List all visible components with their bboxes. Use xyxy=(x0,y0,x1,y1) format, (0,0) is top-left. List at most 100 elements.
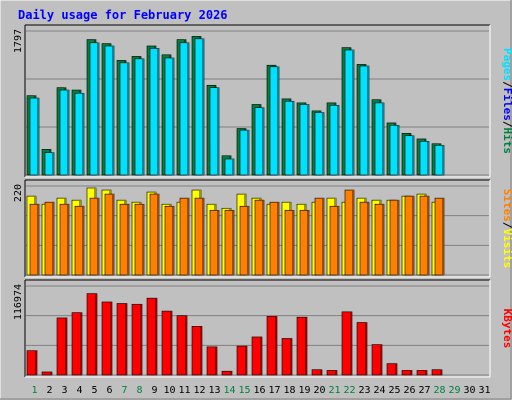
bar-sites-day-25 xyxy=(389,199,400,276)
x-label-day-17: 17 xyxy=(268,385,280,396)
bar-pages-day-9 xyxy=(149,48,160,176)
bar-kbytes-day-5-shade xyxy=(95,293,97,375)
bar-kbytes-day-3-shade xyxy=(65,317,67,375)
x-label-day-1: 1 xyxy=(31,385,37,396)
bar-sites-day-14 xyxy=(224,209,235,276)
legend-item-pages: Pages xyxy=(501,48,512,81)
bar-kbytes-day-15-shade xyxy=(245,346,247,375)
bar-pages-day-3 xyxy=(59,89,70,176)
bar-kbytes-day-2-shade xyxy=(50,371,52,375)
bar-kbytes-day-22-shade xyxy=(350,311,352,375)
y-max-label: 1797 xyxy=(13,29,24,53)
bar-sites-day-26-shade xyxy=(412,196,414,275)
bar-pages-day-12 xyxy=(194,38,205,176)
bar-pages-day-13-shade xyxy=(217,87,219,175)
panel-kbytes: 116974 KBytes xyxy=(13,279,512,378)
bar-kbytes-day-7-shade xyxy=(125,303,127,375)
bar-kbytes-day-23 xyxy=(356,322,368,376)
bar-sites-day-11-shade xyxy=(187,198,189,275)
bar-kbytes-day-16 xyxy=(251,336,263,376)
bar-sites-day-4 xyxy=(74,205,85,276)
bar-pages-day-26-shade xyxy=(412,135,414,175)
bar-pages-day-26 xyxy=(404,135,415,176)
bar-sites-day-13-shade xyxy=(217,210,219,275)
bar-pages-day-5-shade xyxy=(97,42,99,175)
bar-pages-day-11 xyxy=(179,42,190,176)
x-label-day-13: 13 xyxy=(208,385,220,396)
x-label-day-29: 29 xyxy=(448,385,460,396)
legend-separator: / xyxy=(501,121,512,128)
chart-title: Daily usage for February 2026 xyxy=(18,8,228,22)
bar-kbytes-day-20 xyxy=(311,369,323,376)
bar-kbytes-day-27 xyxy=(416,370,428,376)
chart-panels: 1797Pages/Files/Hits220Sites/Visits11697… xyxy=(13,24,512,378)
legend-item-visits: Visits xyxy=(501,229,512,269)
bar-kbytes-day-22 xyxy=(341,311,353,376)
legend-visits-sites: Sites/Visits xyxy=(501,189,512,269)
bar-pages-day-23-shade xyxy=(367,66,369,175)
bar-pages-day-1-shade xyxy=(37,98,39,175)
x-label-day-21: 21 xyxy=(328,385,340,396)
bar-pages-day-19-shade xyxy=(307,104,309,175)
x-label-day-12: 12 xyxy=(193,385,205,396)
bar-sites-day-7-shade xyxy=(127,204,129,275)
bar-kbytes-day-6-shade xyxy=(110,301,112,375)
bar-sites-day-5-shade xyxy=(97,198,99,275)
legend-item-sites: Sites xyxy=(501,189,512,222)
bar-sites-day-10-shade xyxy=(172,206,174,275)
bar-pages-day-24 xyxy=(374,102,385,176)
bar-sites-day-8-shade xyxy=(142,204,144,275)
bar-pages-day-27-shade xyxy=(427,141,429,175)
bar-pages-day-16 xyxy=(254,107,265,176)
bar-kbytes-day-1 xyxy=(26,350,38,376)
bar-pages-day-21 xyxy=(329,104,340,176)
bar-sites-day-14-shade xyxy=(232,210,234,275)
bar-pages-day-21-shade xyxy=(337,105,339,175)
bar-kbytes-day-13-shade xyxy=(215,346,217,375)
x-label-day-5: 5 xyxy=(91,385,97,396)
bar-sites-day-7 xyxy=(119,203,130,276)
bar-kbytes-day-15 xyxy=(236,345,248,376)
legend-separator: / xyxy=(501,222,512,229)
bar-kbytes-day-9 xyxy=(146,297,158,376)
x-label-day-7: 7 xyxy=(121,385,127,396)
x-label-day-25: 25 xyxy=(388,385,400,396)
bar-sites-day-18 xyxy=(284,209,295,276)
bar-sites-day-12 xyxy=(194,197,205,276)
bar-pages-day-27 xyxy=(419,141,430,176)
legend-separator: / xyxy=(501,81,512,88)
bar-pages-day-14 xyxy=(224,158,235,176)
bar-sites-day-23 xyxy=(359,201,370,276)
bar-pages-day-13 xyxy=(209,87,220,176)
bar-sites-day-4-shade xyxy=(82,206,84,275)
bar-pages-day-2-shade xyxy=(52,152,54,175)
panel-visits-sites: 220 Sites/Visits xyxy=(13,179,512,278)
bar-pages-day-17 xyxy=(269,66,280,176)
bar-kbytes-day-26 xyxy=(401,370,413,376)
bar-sites-day-21-shade xyxy=(337,206,339,275)
bar-kbytes-day-20-shade xyxy=(320,369,322,375)
bar-sites-day-25-shade xyxy=(397,200,399,275)
bar-sites-day-22-shade xyxy=(352,190,354,275)
bar-sites-day-15 xyxy=(239,205,250,276)
bar-pages-day-25 xyxy=(389,125,400,176)
x-label-day-14: 14 xyxy=(223,385,235,396)
bar-kbytes-day-13 xyxy=(206,346,218,376)
bar-pages-day-24-shade xyxy=(382,102,384,175)
bar-pages-day-28-shade xyxy=(442,145,444,175)
x-label-day-30: 30 xyxy=(463,385,475,396)
bar-kbytes-day-16-shade xyxy=(260,336,262,375)
bar-pages-day-8 xyxy=(134,58,145,176)
bar-pages-day-4 xyxy=(74,92,85,176)
bar-pages-day-22-shade xyxy=(352,49,354,175)
bar-pages-day-7-shade xyxy=(127,62,129,176)
bar-kbytes-day-7 xyxy=(116,303,128,376)
bar-sites-day-19-shade xyxy=(307,210,309,275)
y-max-label: 116974 xyxy=(13,284,24,320)
x-label-day-23: 23 xyxy=(358,385,370,396)
bar-sites-day-3 xyxy=(59,203,70,276)
bar-sites-day-26 xyxy=(404,195,415,276)
bar-sites-day-20-shade xyxy=(322,198,324,275)
bar-sites-day-28 xyxy=(434,197,445,276)
